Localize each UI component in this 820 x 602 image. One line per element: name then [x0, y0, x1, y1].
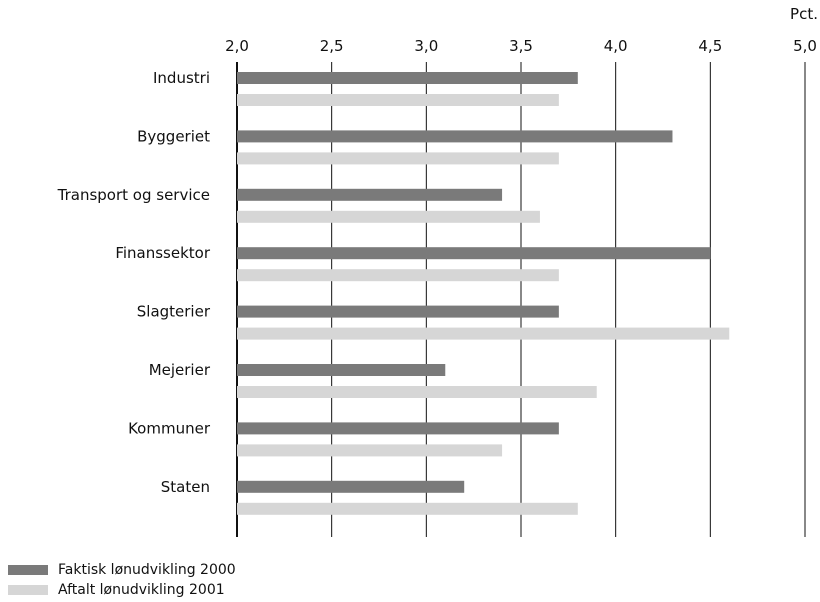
- legend-item-series-1: Faktisk lønudvikling 2000: [8, 560, 236, 580]
- category-label: Staten: [161, 478, 210, 496]
- category-label: Finanssektor: [115, 244, 211, 262]
- bar-aftalt-2001: [237, 210, 540, 223]
- bar-faktisk-2000: [237, 364, 446, 376]
- x-tick-label: 4,5: [698, 37, 722, 55]
- x-tick-label: 2,5: [320, 37, 344, 55]
- bar-aftalt-2001: [237, 94, 559, 106]
- x-tick-label: 3,5: [509, 37, 533, 55]
- bar-faktisk-2000: [237, 480, 465, 493]
- legend-swatch-series-1: [8, 565, 48, 575]
- bar-faktisk-2000: [237, 305, 559, 318]
- x-tick-label: 5,0: [793, 37, 817, 55]
- x-tick-label: 4,0: [604, 37, 628, 55]
- bar-faktisk-2000: [237, 247, 711, 260]
- unit-label: Pct.: [790, 5, 818, 23]
- category-label: Byggeriet: [137, 127, 210, 145]
- bar-aftalt-2001: [237, 327, 730, 340]
- category-label: Transport og service: [57, 186, 210, 204]
- legend-swatch-series-2: [8, 585, 48, 595]
- bar-aftalt-2001: [237, 269, 559, 282]
- legend-label-series-2: Aftalt lønudvikling 2001: [58, 582, 225, 598]
- bar-aftalt-2001: [237, 444, 503, 457]
- bar-aftalt-2001: [237, 386, 597, 398]
- bar-chart: Pct. 2,0 2,5 3,0 3,5 4,0 4,5 5,0 Industri Bygge…: [57, 5, 818, 537]
- bar-faktisk-2000: [237, 130, 673, 143]
- bar-faktisk-2000: [237, 422, 559, 435]
- bars: [237, 72, 730, 515]
- bar-aftalt-2001: [237, 152, 559, 165]
- bar-aftalt-2001: [237, 502, 578, 515]
- legend: Faktisk lønudvikling 2000 Aftalt lønudvi…: [8, 560, 236, 600]
- x-tick-label: 3,0: [414, 37, 438, 55]
- legend-item-series-2: Aftalt lønudvikling 2001: [8, 580, 236, 600]
- x-tick-label: 2,0: [225, 37, 249, 55]
- category-labels: Industri Byggeriet Transport og service Fin…: [57, 69, 211, 496]
- category-label: Slagterier: [137, 303, 211, 321]
- category-label: Mejerier: [149, 361, 211, 379]
- category-label: Industri: [153, 69, 210, 87]
- category-label: Kommuner: [128, 419, 211, 437]
- bar-faktisk-2000: [237, 188, 503, 201]
- x-tick-labels: 2,0 2,5 3,0 3,5 4,0 4,5 5,0: [225, 37, 817, 55]
- legend-label-series-1: Faktisk lønudvikling 2000: [58, 562, 236, 578]
- bar-faktisk-2000: [237, 72, 578, 84]
